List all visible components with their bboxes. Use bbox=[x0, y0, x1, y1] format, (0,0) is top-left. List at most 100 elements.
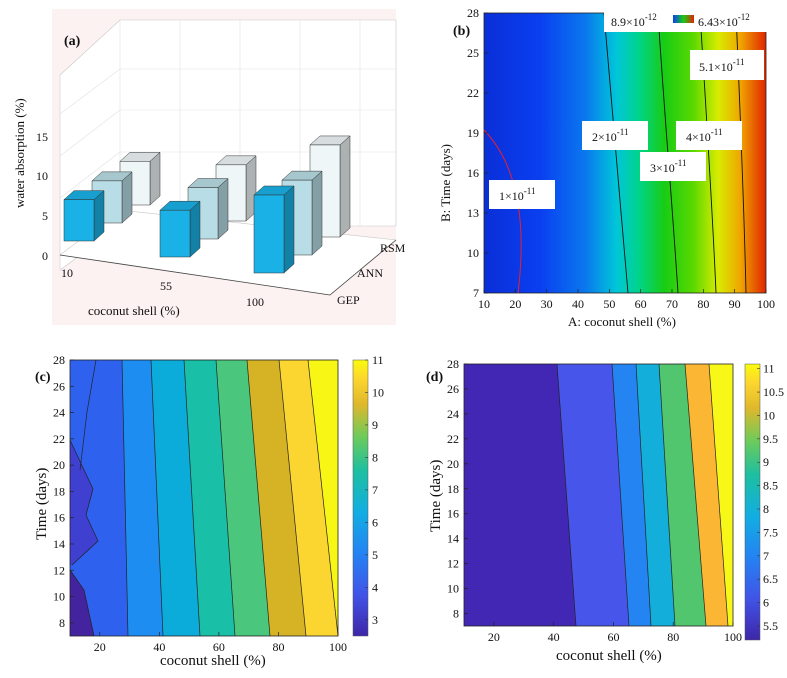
y-tick-label: 22 bbox=[447, 432, 459, 446]
bar-side bbox=[189, 200, 201, 258]
bar-side bbox=[311, 170, 323, 256]
panel-c-colorbar bbox=[352, 359, 369, 637]
z-tick: 5 bbox=[42, 209, 48, 223]
panel-b-ylabel: B: Time (days) bbox=[438, 144, 453, 222]
colorbar-tick-label: 10 bbox=[763, 408, 775, 422]
y-tick-label: 10 bbox=[53, 590, 65, 604]
x-tick-label: 80 bbox=[697, 297, 709, 311]
panel-c-ticks: 20 40 60 80 100 8 10 12 14 16 18 20 22 24 26 28 3 4 5 6 7 8 9 1… bbox=[53, 353, 384, 654]
bar-side bbox=[339, 135, 351, 238]
x-tick-label: 20 bbox=[488, 630, 500, 644]
contour-label: 4×10-11 bbox=[686, 127, 722, 144]
y-tick-label: 24 bbox=[53, 406, 65, 420]
x-tick-label: 100 bbox=[757, 297, 775, 311]
panel-a-front-axis bbox=[59, 254, 331, 296]
category-label: 100 bbox=[246, 295, 264, 309]
y-tick-label: 28 bbox=[447, 357, 459, 371]
panel-a-xlabel: coconut shell (%) bbox=[88, 303, 180, 318]
x-tick-label: 60 bbox=[607, 630, 619, 644]
panel-c-xlabel: coconut shell (%) bbox=[160, 653, 266, 669]
bar-rsm-10 bbox=[119, 151, 161, 206]
colorbar-tick-label: 7.5 bbox=[763, 525, 778, 539]
contour-label-box bbox=[690, 50, 764, 80]
contour-label-box bbox=[676, 121, 742, 150]
colorbar-tick-label: 8 bbox=[372, 450, 378, 464]
y-tick-label: 18 bbox=[53, 484, 65, 498]
y-tick-label: 22 bbox=[53, 432, 65, 446]
z-tick: 15 bbox=[36, 130, 48, 144]
panel-a: (a) 0 5 10 15 water absorption (%) 10 55… bbox=[12, 9, 406, 325]
x-tick-label: 80 bbox=[667, 630, 679, 644]
x-tick-label: 30 bbox=[541, 297, 553, 311]
panel-b-label: (b) bbox=[453, 24, 470, 39]
y-tick-label: 26 bbox=[447, 382, 459, 396]
colorbar-tick-label: 9 bbox=[372, 418, 378, 432]
bar-front bbox=[159, 209, 191, 258]
bar-side bbox=[217, 177, 229, 240]
y-tick-label: 13 bbox=[467, 206, 479, 220]
x-tick-label: 90 bbox=[729, 297, 741, 311]
bar-front bbox=[253, 194, 285, 274]
panel-d-ticks: 20 40 60 80 100 8 10 12 14 16 18 20 22 24 26 28 5.5 6 6.5 7… bbox=[447, 357, 784, 644]
colorbar-tick-label: 6 bbox=[763, 596, 769, 610]
colorbar-tick-label: 10 bbox=[372, 385, 384, 399]
colorbar-tick-label: 6.5 bbox=[763, 572, 778, 586]
x-tick-label: 100 bbox=[724, 630, 742, 644]
contour-line-4e-11 bbox=[699, 12, 717, 294]
contour-line-5e-11 bbox=[735, 12, 747, 294]
model-label: ANN bbox=[357, 266, 383, 280]
y-tick-label: 10 bbox=[447, 582, 459, 596]
x-tick-label: 70 bbox=[666, 297, 678, 311]
panel-c-frame bbox=[69, 359, 339, 637]
y-tick-label: 12 bbox=[53, 563, 65, 577]
panel-d-label: (d) bbox=[426, 370, 443, 385]
contour-line-2e-11 bbox=[603, 12, 629, 294]
y-tick-label: 19 bbox=[467, 126, 479, 140]
panel-c: 20 40 60 80 100 8 10 12 14 16 18 20 22 24 26 28 3 4 5 6 7 8 9 1… bbox=[34, 353, 384, 669]
panel-c-label: (c) bbox=[35, 370, 51, 385]
y-tick-label: 10 bbox=[467, 246, 479, 260]
colorbar-tick-label: 3 bbox=[372, 613, 378, 627]
colorbar-tick-label: 7 bbox=[372, 483, 378, 497]
x-tick-label: 40 bbox=[153, 640, 165, 654]
x-tick-label: 60 bbox=[213, 640, 225, 654]
model-label: RSM bbox=[380, 241, 406, 255]
colorbar-tick-label: 11 bbox=[763, 362, 775, 376]
category-label: 55 bbox=[160, 279, 172, 293]
model-label: GEP bbox=[337, 293, 360, 307]
y-tick-label: 16 bbox=[447, 507, 459, 521]
x-tick-label: 50 bbox=[603, 297, 615, 311]
x-tick-label: 80 bbox=[272, 640, 284, 654]
contour-label-box bbox=[489, 180, 555, 209]
y-tick-label: 24 bbox=[447, 407, 459, 421]
colorbar-tick-label: 5 bbox=[372, 548, 378, 562]
x-tick-label: 20 bbox=[509, 297, 521, 311]
y-tick-label: 25 bbox=[467, 46, 479, 60]
panel-b-xlabel: A: coconut shell (%) bbox=[568, 314, 676, 329]
bar-gep-55 bbox=[159, 200, 201, 258]
y-tick-label: 16 bbox=[53, 511, 65, 525]
colorbar-tick-label: 10.5 bbox=[763, 385, 784, 399]
bar-front bbox=[63, 199, 95, 242]
panel-d-xlabel: coconut shell (%) bbox=[556, 648, 662, 664]
panel-a-bars bbox=[63, 135, 351, 274]
colorbar-min-label: 8.9×10-12 bbox=[611, 12, 657, 29]
y-tick-label: 20 bbox=[447, 457, 459, 471]
panel-d: 20 40 60 80 100 8 10 12 14 16 18 20 22 24 26 28 5.5 6 6.5 7… bbox=[426, 357, 784, 664]
colorbar-tick-label: 8.5 bbox=[763, 479, 778, 493]
x-tick-label: 40 bbox=[548, 630, 560, 644]
contour-label-box bbox=[582, 121, 648, 150]
y-tick-label: 14 bbox=[447, 532, 459, 546]
colorbar-tick-label: 6 bbox=[372, 515, 378, 529]
x-tick-label: 100 bbox=[329, 640, 347, 654]
z-tick: 0 bbox=[42, 249, 48, 263]
y-tick-label: 22 bbox=[467, 86, 479, 100]
contour-label: 5.1×10-11 bbox=[699, 57, 744, 74]
colorbar-tick-label: 8 bbox=[763, 502, 769, 516]
contour-label: 2×10-11 bbox=[592, 127, 628, 144]
y-tick-label: 14 bbox=[53, 537, 65, 551]
z-tick: 10 bbox=[36, 169, 48, 183]
contour-label-box bbox=[640, 152, 706, 181]
panel-d-colorbar bbox=[744, 363, 761, 641]
